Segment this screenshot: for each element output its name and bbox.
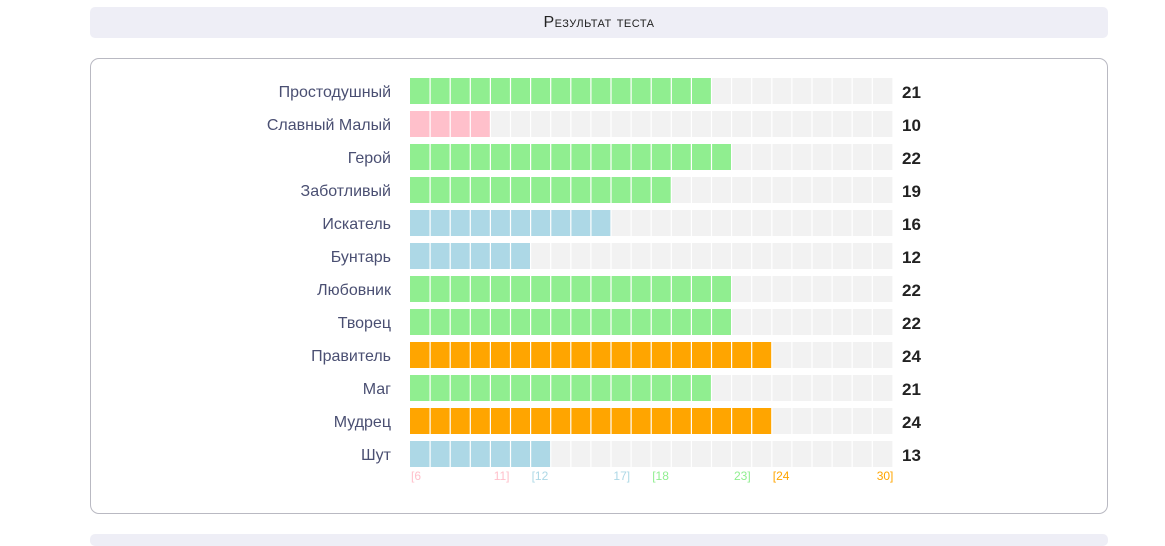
category-label: Шут [361, 447, 392, 464]
value-label: 24 [902, 413, 921, 432]
range-end-label: 23] [734, 469, 751, 483]
category-label: Заботливый [301, 183, 391, 200]
bar-4 [410, 177, 672, 203]
page-title: Результат теста [543, 13, 655, 31]
category-label: Творец [338, 315, 391, 332]
value-label: 12 [902, 248, 921, 267]
value-label: 16 [902, 215, 921, 234]
range-start-label: [24 [773, 469, 790, 483]
category-label: Славный Малый [267, 117, 391, 134]
bar-1 [410, 78, 712, 104]
range-end-label: 17] [613, 469, 630, 483]
range-start-label: [18 [652, 469, 669, 483]
category-label: Маг [363, 381, 391, 398]
range-end-label: 11] [494, 469, 510, 483]
category-label: Герой [348, 150, 391, 167]
value-label: 22 [902, 149, 921, 168]
value-label: 13 [902, 446, 921, 465]
value-label: 21 [902, 380, 921, 399]
category-label: Искатель [322, 216, 391, 233]
category-label: Мудрец [334, 414, 391, 431]
range-end-label: 30] [877, 469, 894, 483]
range-start-label: [12 [532, 469, 549, 483]
value-label: 21 [902, 83, 921, 102]
value-label: 19 [902, 182, 921, 201]
category-label: Простодушный [279, 84, 391, 101]
value-label: 10 [902, 116, 921, 135]
category-label: Правитель [311, 348, 391, 365]
category-label: Бунтарь [331, 249, 391, 266]
value-label: 24 [902, 347, 921, 366]
category-label: Любовник [317, 282, 392, 299]
bar-12 [410, 441, 551, 467]
value-label: 22 [902, 281, 921, 300]
value-label: 22 [902, 314, 921, 333]
result-title-bar: Результат теста [90, 7, 1108, 38]
bar-10 [410, 375, 712, 401]
range-start-label: [6 [411, 469, 421, 483]
